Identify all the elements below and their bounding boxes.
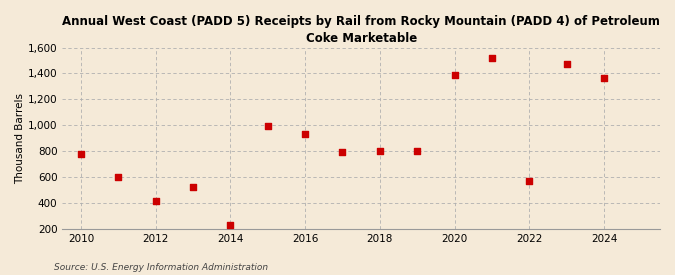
Text: Source: U.S. Energy Information Administration: Source: U.S. Energy Information Administ… [54, 263, 268, 272]
Point [76, 152, 86, 156]
Point [524, 178, 535, 183]
Y-axis label: Thousand Barrels: Thousand Barrels [15, 93, 25, 184]
Title: Annual West Coast (PADD 5) Receipts by Rail from Rocky Mountain (PADD 4) of Petr: Annual West Coast (PADD 5) Receipts by R… [62, 15, 660, 45]
Point [375, 149, 385, 153]
Point [300, 131, 310, 136]
Point [113, 175, 124, 179]
Point [151, 199, 161, 203]
Point [449, 73, 460, 77]
Point [561, 62, 572, 66]
Point [263, 123, 273, 128]
Point [225, 222, 236, 227]
Point [412, 149, 423, 153]
Point [487, 56, 497, 60]
Point [337, 150, 348, 155]
Point [188, 185, 198, 189]
Point [599, 76, 610, 80]
